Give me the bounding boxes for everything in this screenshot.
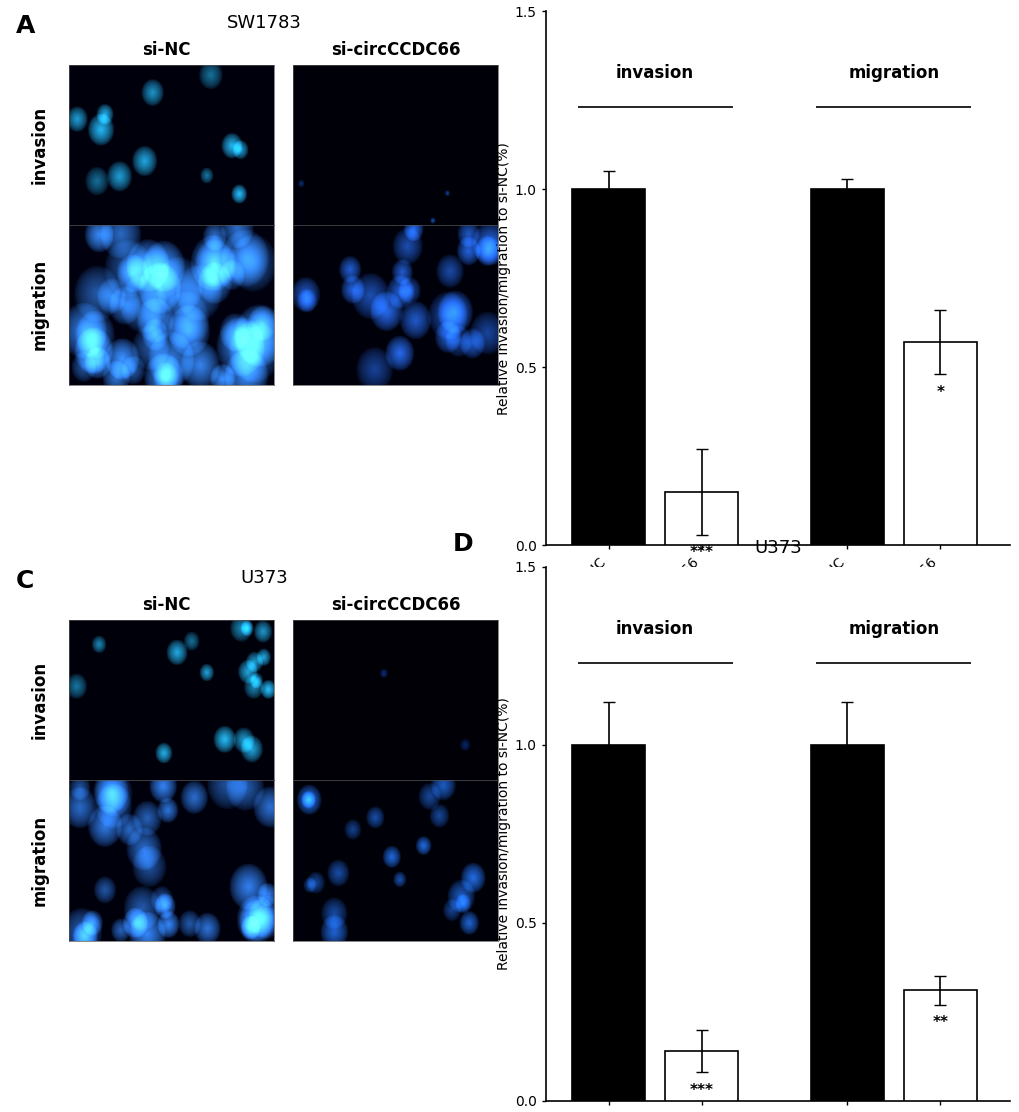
Text: migration: migration xyxy=(848,619,938,638)
Text: si-NC: si-NC xyxy=(143,596,191,614)
Bar xyxy=(903,342,976,545)
Text: ***: *** xyxy=(689,1083,713,1098)
Text: SW1783: SW1783 xyxy=(226,13,302,32)
Text: *: * xyxy=(935,385,944,400)
Y-axis label: Relative invasion/migration to si-NC(%): Relative invasion/migration to si-NC(%) xyxy=(496,142,511,415)
Bar xyxy=(572,745,645,1101)
Text: U373: U373 xyxy=(239,569,287,587)
Bar xyxy=(810,745,883,1101)
Text: invasion: invasion xyxy=(615,619,694,638)
Text: migration: migration xyxy=(848,64,938,82)
Y-axis label: Relative invasion/migration to si-NC(%): Relative invasion/migration to si-NC(%) xyxy=(496,697,511,970)
Text: **: ** xyxy=(931,1015,948,1031)
Text: si-circCCDC66: si-circCCDC66 xyxy=(330,40,460,59)
Bar xyxy=(664,492,738,545)
Bar xyxy=(903,991,976,1101)
Text: invasion: invasion xyxy=(615,64,694,82)
Text: migration: migration xyxy=(31,815,49,906)
Text: migration: migration xyxy=(31,259,49,350)
Bar xyxy=(664,1051,738,1101)
Text: invasion: invasion xyxy=(31,662,49,739)
Title: SW1783: SW1783 xyxy=(740,0,814,1)
Text: si-circCCDC66: si-circCCDC66 xyxy=(330,596,460,614)
Text: A: A xyxy=(15,13,35,38)
Text: D: D xyxy=(452,532,473,556)
Text: invasion: invasion xyxy=(31,106,49,183)
Text: si-NC: si-NC xyxy=(143,40,191,59)
Bar xyxy=(810,189,883,545)
Title: U373: U373 xyxy=(753,539,801,557)
Text: ***: *** xyxy=(689,545,713,560)
Text: C: C xyxy=(15,569,34,594)
Bar xyxy=(572,189,645,545)
